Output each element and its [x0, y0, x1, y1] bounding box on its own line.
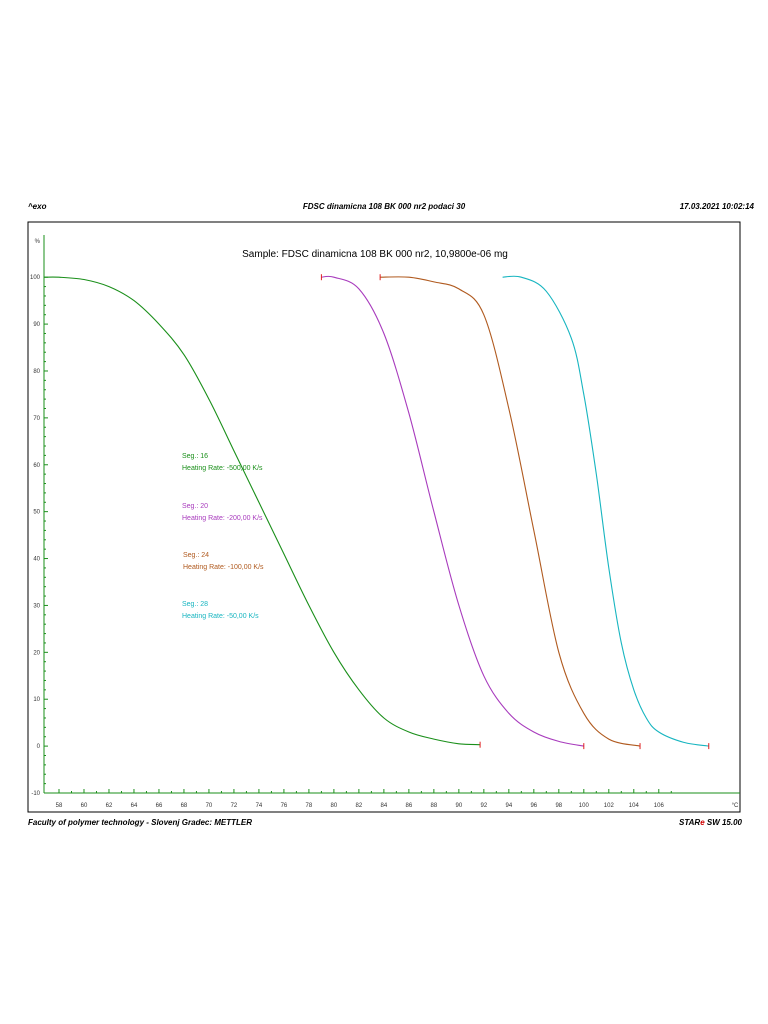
x-tick-label: 62	[106, 803, 113, 809]
x-tick-label: 80	[331, 803, 338, 809]
footer-software-label: STARe SW 15.00	[679, 818, 742, 827]
x-tick-label: 102	[604, 803, 615, 809]
x-tick-label: 74	[256, 803, 263, 809]
y-tick-label: 60	[33, 463, 40, 469]
y-tick-label: 70	[33, 416, 40, 422]
y-tick-label: 80	[33, 369, 40, 375]
x-tick-label: 90	[456, 803, 463, 809]
legend-series-name: Seg.: 28	[182, 601, 208, 608]
header-title: FDSC dinamicna 108 BK 000 nr2 podaci 30	[302, 202, 466, 211]
y-tick-label: 0	[37, 744, 41, 750]
x-tick-label: 104	[629, 803, 640, 809]
series-line-3	[380, 276, 641, 747]
header-timestamp: 17.03.2021 10:02:14	[679, 202, 754, 211]
x-tick-label: 70	[206, 803, 213, 809]
x-tick-label: 66	[156, 803, 163, 809]
y-tick-label: 30	[33, 603, 40, 609]
y-tick-label: 50	[33, 510, 40, 516]
x-tick-label: 84	[381, 803, 388, 809]
x-tick-label: 64	[131, 803, 138, 809]
series-line-4	[502, 275, 709, 747]
y-tick-label: 10	[33, 697, 40, 703]
x-tick-label: 68	[181, 803, 188, 809]
legend-series-name: Seg.: 20	[182, 503, 208, 510]
y-tick-label: 20	[33, 650, 40, 656]
x-tick-label: 58	[56, 803, 63, 809]
legend-heating-rate: Heating Rate: -500,00 K/s	[182, 465, 263, 472]
x-tick-label: 86	[406, 803, 413, 809]
y-tick-label: -10	[31, 791, 40, 797]
footer-version: SW 15.00	[704, 818, 742, 827]
plot-frame	[27, 221, 741, 813]
legend-heating-rate: Heating Rate: -100,00 K/s	[183, 564, 264, 571]
legend-series-name: Seg.: 24	[183, 552, 209, 559]
x-tick-label: 76	[281, 803, 288, 809]
legend-heating-rate: Heating Rate: -200,00 K/s	[182, 515, 263, 522]
series-line-2	[321, 275, 584, 747]
series-group	[43, 274, 710, 750]
x-tick-label: 106	[654, 803, 665, 809]
x-tick-label: 100	[579, 803, 590, 809]
x-tick-label: 78	[306, 803, 313, 809]
x-tick-label: 92	[480, 803, 487, 809]
x-tick-label: 96	[530, 803, 537, 809]
x-tick-label: 72	[231, 803, 238, 809]
legend-heating-rate: Heating Rate: -50,00 K/s	[182, 613, 259, 620]
footer-left-label: Faculty of polymer technology - Slovenj …	[28, 818, 253, 827]
x-tick-label: 82	[356, 803, 363, 809]
y-tick-label: 90	[33, 322, 40, 328]
chart-title: Sample: FDSC dinamicna 108 BK 000 nr2, 1…	[242, 249, 508, 260]
footer-star: STAR	[679, 818, 701, 827]
x-tick-label: 60	[81, 803, 88, 809]
x-axis-label: °C	[732, 803, 739, 809]
y-tick-label: 40	[33, 557, 40, 563]
y-tick-label: 100	[30, 275, 41, 281]
x-tick-label: 88	[431, 803, 438, 809]
footer-star-mark: e	[700, 818, 705, 827]
legend: Seg.: 16 Heating Rate: -500,00 K/s Seg.: 2…	[182, 453, 264, 620]
series-line-1	[43, 276, 481, 746]
x-tick-label: 94	[505, 803, 512, 809]
header-left-label: ^exo	[28, 202, 47, 211]
y-axis-label: %	[35, 239, 41, 245]
x-tick-label: 98	[555, 803, 562, 809]
legend-series-name: Seg.: 16	[182, 453, 208, 460]
axes: -10 0 10 20 30 40 50 60 70 80 90 100% 58 60 62 64 66 68 70…	[30, 235, 740, 809]
